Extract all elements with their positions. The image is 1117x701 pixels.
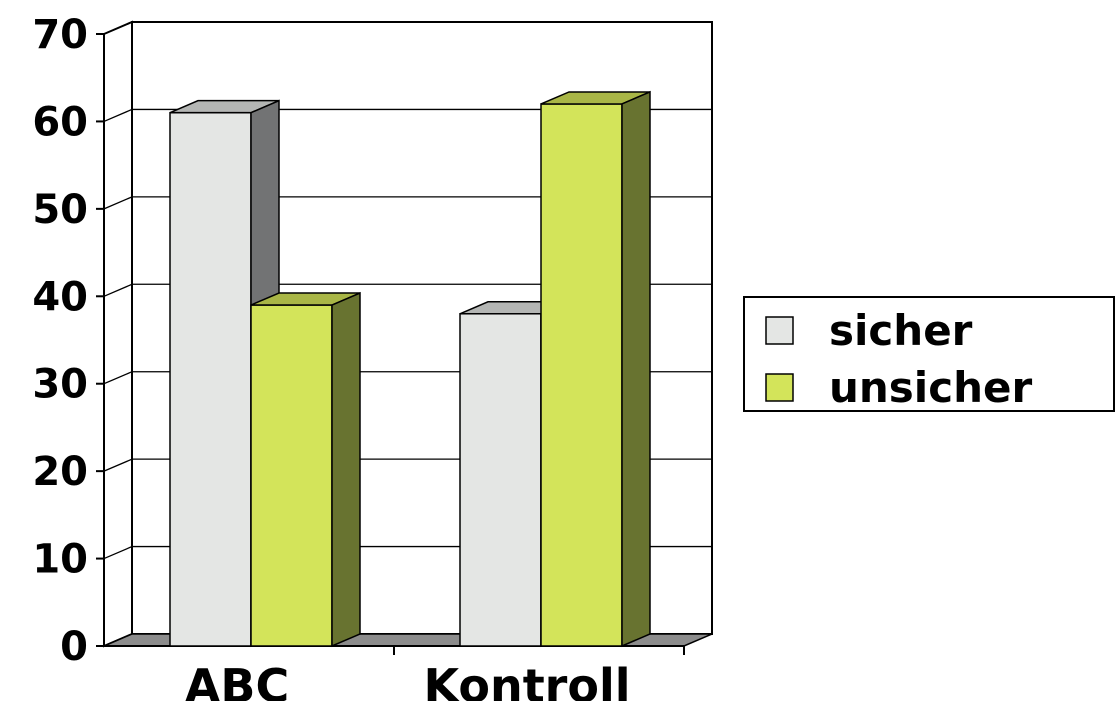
legend-swatch-sicher <box>765 316 794 345</box>
legend-swatch-unsicher <box>765 373 794 402</box>
x-axis-categories: ABC Kontroll <box>185 659 631 701</box>
x-category-label: ABC <box>185 659 289 701</box>
bar-unsicher-Kontroll-side <box>621 90 651 648</box>
bar-unsicher-Kontroll-front <box>540 103 623 647</box>
bar-unsicher-Kontroll <box>540 90 651 648</box>
bar-unsicher-ABC-side <box>331 291 361 648</box>
y-tick-label: 30 <box>32 362 88 408</box>
bars <box>169 90 651 648</box>
gridline <box>103 196 712 210</box>
bar-sicher-ABC-front <box>169 111 252 647</box>
bar-sicher-Kontroll-front <box>459 313 542 647</box>
bar-unsicher-ABC <box>250 291 361 648</box>
y-tick-label: 40 <box>32 274 88 320</box>
y-tick-label: 50 <box>32 187 88 233</box>
legend-label-unsicher: unsicher <box>829 363 1032 412</box>
legend-box <box>743 296 1115 412</box>
y-axis-ticks: 0 10 20 30 40 50 60 70 <box>32 12 104 670</box>
bar-unsicher-ABC-front <box>250 304 333 647</box>
y-tick-label: 70 <box>32 12 88 58</box>
gridline <box>103 108 712 123</box>
y-tick-label: 20 <box>32 449 88 495</box>
gridline <box>103 21 712 35</box>
gridline <box>103 283 712 297</box>
y-tick-label: 0 <box>60 624 88 670</box>
x-category-label: Kontroll <box>424 659 631 701</box>
legend-label-sicher: sicher <box>829 306 973 355</box>
y-tick-label: 60 <box>32 99 88 145</box>
legend: sicher unsicher <box>743 296 1115 412</box>
y-tick-label: 10 <box>32 537 88 583</box>
